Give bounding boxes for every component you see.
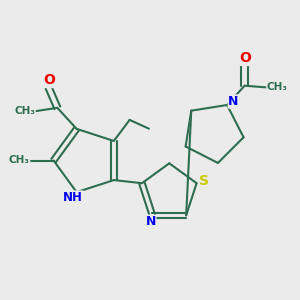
Text: N: N xyxy=(146,215,156,228)
Text: O: O xyxy=(240,51,252,65)
Text: O: O xyxy=(43,74,55,88)
Text: N: N xyxy=(228,95,239,108)
Text: CH₃: CH₃ xyxy=(14,106,35,116)
Text: NH: NH xyxy=(63,191,83,204)
Text: CH₃: CH₃ xyxy=(9,155,30,165)
Text: CH₃: CH₃ xyxy=(267,82,288,92)
Text: S: S xyxy=(199,174,208,188)
